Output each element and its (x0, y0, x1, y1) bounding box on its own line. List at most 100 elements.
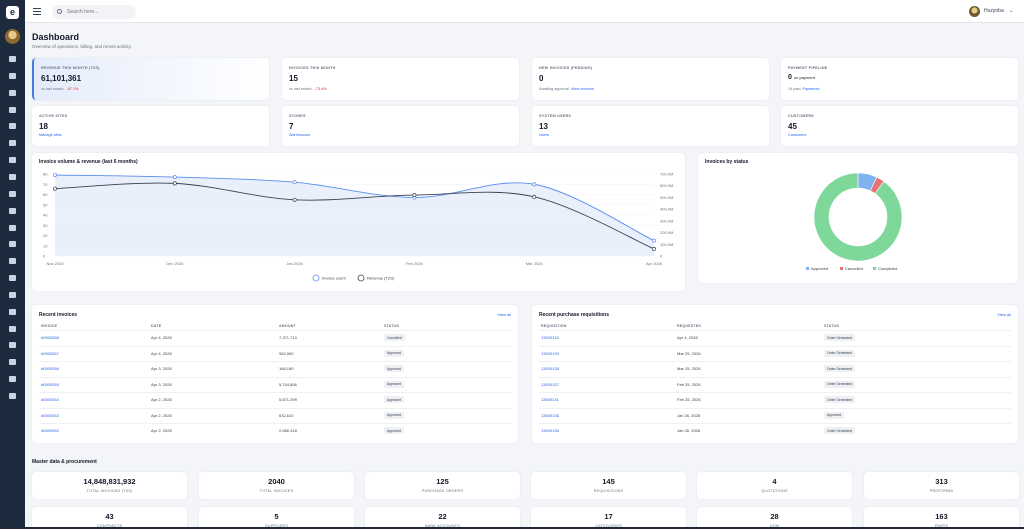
kpi-value: 0 on payment (788, 74, 815, 81)
master-data-label: CONTRACTS (96, 524, 123, 528)
search-icon (57, 9, 62, 14)
status-badge: Approved (384, 365, 405, 372)
hamburger-menu-icon[interactable] (33, 8, 41, 15)
chevron-down-icon[interactable]: ⌄ (1009, 8, 1014, 14)
app-logo[interactable]: e (6, 6, 19, 19)
dashboard-icon[interactable] (9, 56, 16, 62)
kpi-label: SYSTEM USERS (539, 114, 572, 118)
kpi-card-3: NEW INVOICES (PENDING) 0 Awaiting approval… (532, 58, 769, 100)
cart-plus-icon[interactable] (9, 258, 16, 265)
revenue-point (292, 197, 297, 202)
share-icon[interactable] (9, 190, 16, 197)
row-link[interactable]: #0000058 (41, 335, 59, 340)
sidebar-avatar[interactable] (5, 29, 20, 44)
table-row[interactable]: #0000057 Apr 4, 2026 962,900 Approved (39, 345, 511, 361)
master-data-card[interactable]: 14,848,831,932 TOTAL INVOICED (TZS) (32, 472, 187, 499)
master-data-card[interactable]: 4 QUOTATIONS (697, 472, 852, 499)
table-row[interactable]: 13000136 Jan 26, 2026 Approved (539, 407, 1011, 423)
kpi-sub-link[interactable]: Payments (802, 87, 820, 91)
table-row[interactable]: 13000131 Feb 25, 2026 Order Generated (539, 392, 1011, 407)
table-cell: 962,900 (279, 350, 294, 356)
table-cell: Apr 4, 2026 (151, 350, 172, 356)
card-icon[interactable] (9, 376, 16, 383)
help-icon[interactable] (9, 207, 16, 214)
x-tick-label: Jan 2026 (286, 261, 303, 266)
master-data-card[interactable]: 2040 TOTAL INVOICES (199, 472, 354, 499)
master-data-value: 22 (438, 512, 447, 521)
status-badge: Approved (384, 349, 405, 357)
master-data-card[interactable]: 22 BANK ACCOUNTS (365, 507, 520, 529)
master-data-card[interactable]: 163 PARTS (864, 507, 1019, 529)
download-icon[interactable] (9, 224, 16, 231)
status-badge: Order Generated (824, 427, 855, 434)
table-row[interactable]: 13000138 Mar 25, 2026 Order Generated (539, 361, 1011, 376)
row-link[interactable]: #0000052 (41, 428, 59, 433)
row-link[interactable]: 13000136 (541, 412, 559, 418)
kpi-link[interactable]: Users (539, 133, 549, 137)
table-row[interactable]: 13000143 Apr 4, 2026 Order Generated (539, 330, 1011, 345)
table-row[interactable]: #0000058 Apr 4, 2026 7,371,710 Cancelled (39, 330, 511, 345)
master-data-card[interactable]: 125 PURCHASE ORDERS (365, 472, 520, 499)
master-data-card[interactable]: 145 REQUISITIONS (531, 472, 686, 499)
team-icon[interactable] (9, 157, 16, 164)
kpi-value: 0 (539, 74, 543, 83)
archive-icon[interactable] (9, 359, 16, 366)
master-data-card[interactable]: 5 SUPPLIERS (199, 507, 354, 529)
document-icon[interactable] (9, 106, 16, 113)
cart-check-icon[interactable] (9, 275, 16, 282)
table-row[interactable]: 13000139 Mar 25, 2026 Order Generated (539, 345, 1011, 361)
row-link[interactable]: #0000057 (41, 350, 59, 356)
users-icon[interactable] (9, 72, 16, 79)
recent-invoices-view-all-link[interactable]: View all (497, 312, 511, 317)
row-link[interactable]: 13000143 (541, 335, 559, 340)
master-data-card[interactable]: 28 UOM (697, 507, 852, 529)
credit-icon[interactable] (9, 325, 16, 332)
master-data-value: 43 (105, 512, 114, 521)
recent-requisitions-title: Recent purchase requisitions (539, 312, 610, 318)
report-icon[interactable] (9, 393, 16, 399)
row-link[interactable]: 13000138 (541, 366, 559, 371)
row-link[interactable]: #0000055 (41, 381, 59, 387)
cart-icon[interactable] (9, 241, 16, 248)
chart-icon[interactable] (9, 140, 16, 147)
kpi-sub-link[interactable]: View invoices (570, 87, 594, 91)
row-link[interactable]: 13000139 (541, 350, 559, 356)
receipt-icon[interactable] (9, 342, 16, 349)
recent-requisitions-view-all-link[interactable]: View all (997, 312, 1011, 317)
row-link[interactable]: 13000137 (541, 381, 559, 387)
table-row[interactable]: #0000056 Apr 3, 2026 168,180 Approved (39, 361, 511, 376)
table-row[interactable]: 13000135 Jan 26, 2026 Order Generated (539, 423, 1011, 438)
row-link[interactable]: #0000053 (41, 412, 59, 418)
row-link[interactable]: 13000135 (541, 428, 559, 433)
plane-icon[interactable] (9, 291, 16, 298)
row-link[interactable]: #0000054 (41, 397, 59, 402)
row-link[interactable]: 13000131 (541, 397, 559, 402)
kpi-value-number: 13 (539, 122, 548, 131)
user-avatar[interactable] (969, 6, 980, 17)
kpi-link[interactable]: Manage sites (39, 133, 62, 137)
settings-icon[interactable] (9, 89, 16, 96)
kpi-link[interactable]: Customers (788, 133, 807, 137)
table-row[interactable]: #0000055 Apr 3, 2026 5,744,856 Approved (39, 376, 511, 392)
list-icon[interactable] (9, 123, 16, 130)
table-row[interactable]: #0000052 Apr 2, 2026 2,686,318 Approved (39, 423, 511, 438)
master-data-card[interactable]: 313 PROFORMA (864, 472, 1019, 499)
master-data-label: UOM (769, 524, 780, 528)
status-badge: Approved (384, 380, 405, 388)
kpi-link[interactable]: Warehouses (289, 133, 311, 137)
file-icon[interactable] (9, 173, 16, 180)
master-data-card[interactable]: 43 CONTRACTS (32, 507, 187, 529)
kpi-value-number: 18 (39, 122, 48, 131)
master-data-value: 5 (274, 512, 279, 521)
table-row[interactable]: #0000053 Apr 2, 2026 632,610 Approved (39, 407, 511, 423)
table-row[interactable]: #0000054 Apr 2, 2026 5,871,399 Approved (39, 392, 511, 407)
user-name[interactable]: Huzyoba (984, 8, 1004, 14)
master-data-card[interactable]: 17 CATEGORIES (531, 507, 686, 529)
kpi-delta: -73.4% (314, 87, 327, 91)
table-row[interactable]: 13000137 Feb 25, 2026 Order Generated (539, 376, 1011, 392)
kpi-sub-text: Awaiting approval (539, 87, 569, 91)
search-input[interactable] (52, 5, 136, 19)
kpi-sub: 19 paid Payments (788, 87, 819, 91)
row-link[interactable]: #0000056 (41, 366, 59, 371)
bar-chart-icon[interactable] (9, 308, 16, 315)
